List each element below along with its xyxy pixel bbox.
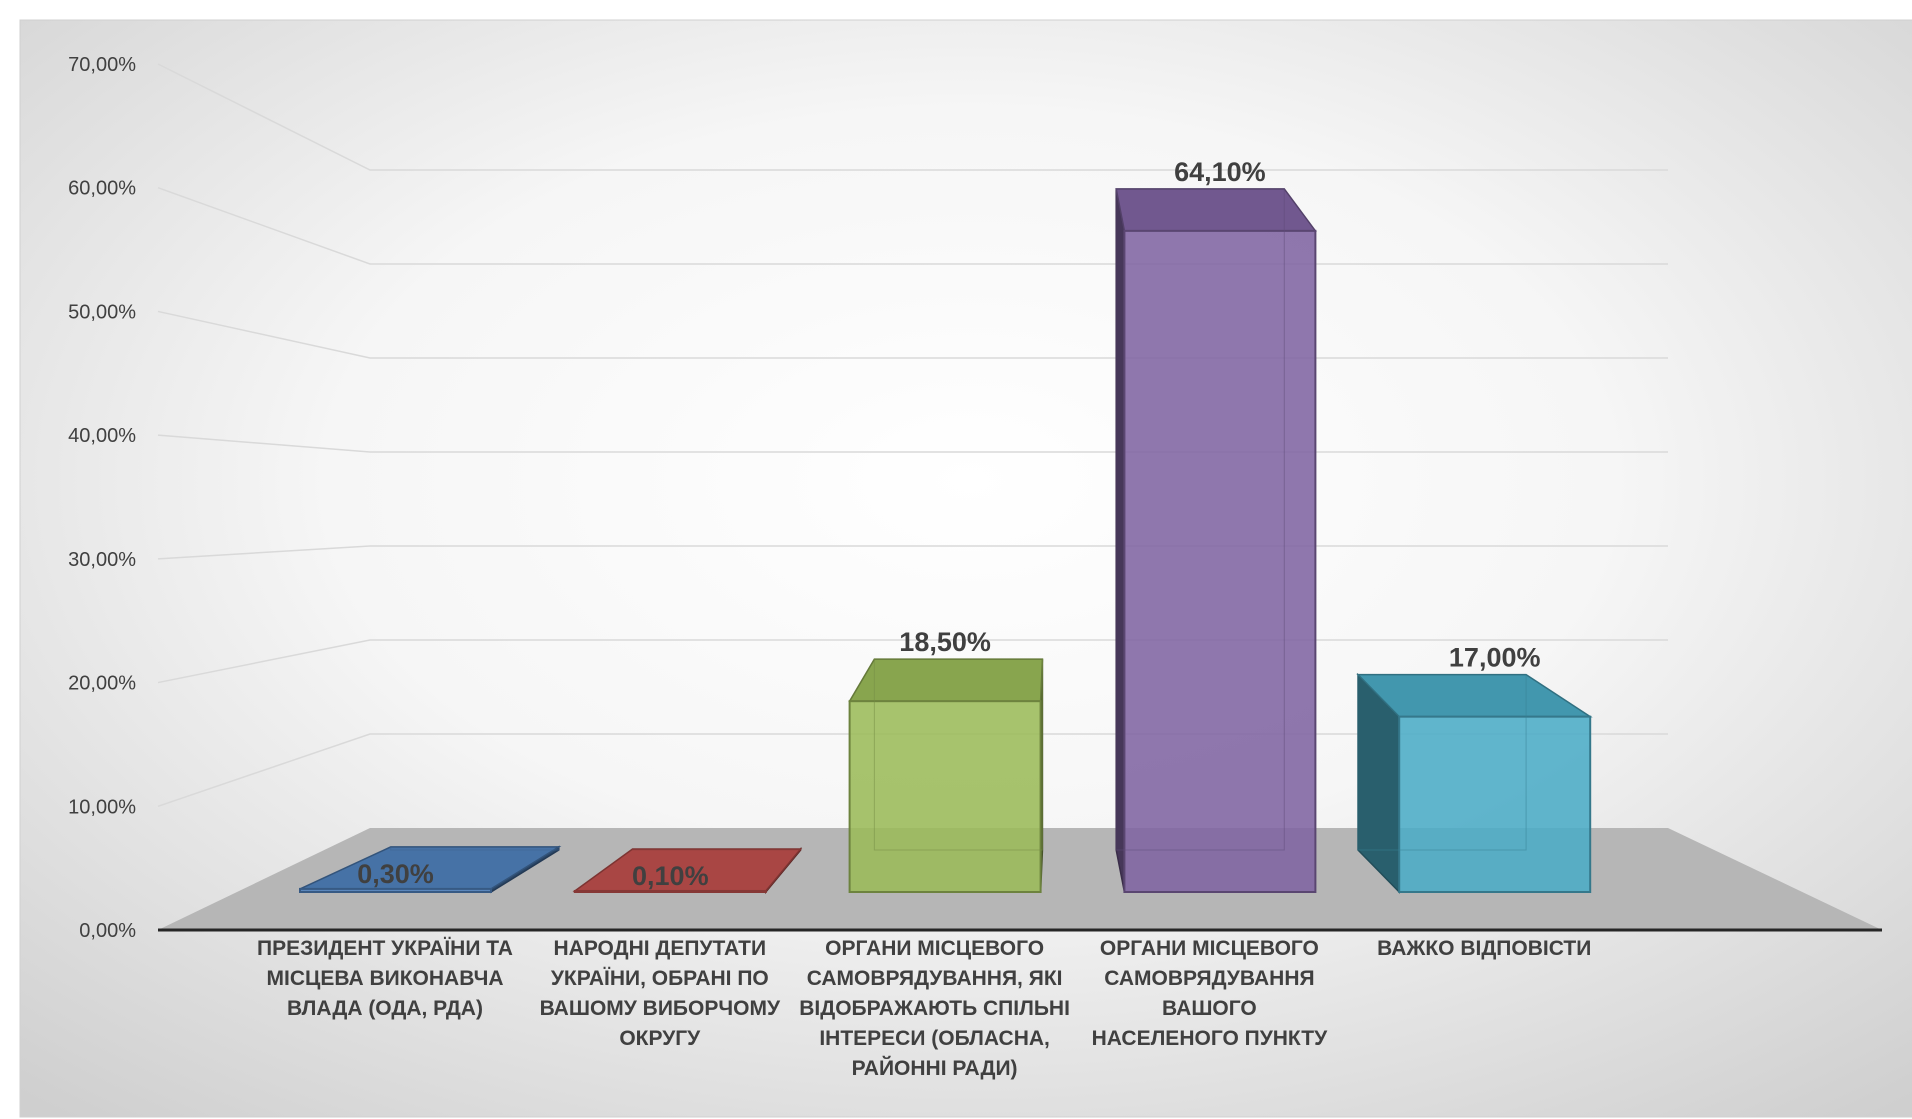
data-label: 18,50% — [899, 627, 991, 657]
bar — [1356, 672, 1593, 894]
chart-frame: 0,00% 10,00% 20,00% 30,00% 40,00% 50,00% 60,00… — [10, 10, 1912, 1118]
data-label: 64,10% — [1174, 157, 1266, 187]
bar-front — [573, 889, 767, 893]
bar-chart: 0,00% 10,00% 20,00% 30,00% 40,00% 50,00% 60,00… — [19, 19, 1912, 1118]
bar-top — [848, 658, 1044, 702]
bar — [1115, 188, 1317, 893]
x-category-label: ОРГАНИ МІСЦЕВОГО САМОВРЯДУВАННЯ ВАШОГО Н… — [1091, 937, 1328, 1050]
y-tick-label: 30,00% — [68, 549, 136, 571]
bar-front — [1398, 715, 1592, 894]
x-category-label: ВАЖКО ВІДПОВІСТИ — [1377, 937, 1592, 960]
data-labels: 0,30% 0,10% 18,50% 64,10% 17,00% — [357, 157, 1540, 891]
bar-inner-edge — [873, 659, 1043, 851]
x-category-label: ПРЕЗИДЕНТ УКРАЇНИ ТА МІСЦЕВА ВИКОНАВЧА В… — [257, 937, 513, 1020]
data-label: 0,10% — [632, 861, 709, 891]
y-tick-label: 50,00% — [68, 301, 136, 323]
bar — [848, 658, 1044, 894]
y-tick-label: 0,00% — [79, 920, 136, 942]
bar-side — [1115, 188, 1126, 893]
x-category-label: НАРОДНІ ДЕПУТАТИ УКРАЇНИ, ОБРАНІ ПО ВАШО… — [539, 937, 781, 1050]
bar-inner-edge — [632, 848, 802, 851]
bar-front — [299, 887, 492, 893]
data-label: 0,30% — [357, 859, 434, 889]
bar-inner-edge — [1357, 674, 1527, 851]
y-tick-label: 10,00% — [68, 796, 136, 818]
y-tick-label: 60,00% — [68, 178, 136, 200]
chart-background — [19, 19, 1912, 1118]
bar — [572, 846, 803, 895]
gridline — [157, 63, 1668, 171]
bars — [299, 188, 1593, 895]
bar-inner-edge — [390, 846, 560, 851]
y-tick-label: 70,00% — [68, 54, 136, 76]
bar-front — [848, 700, 1042, 894]
y-axis-tick-labels: 0,00% 10,00% 20,00% 30,00% 40,00% 50,00% 60,00… — [68, 54, 136, 942]
bar-top — [1115, 188, 1317, 232]
y-tick-label: 20,00% — [68, 673, 136, 695]
x-category-label: ОРГАНИ МІСЦЕВОГО САМОВРЯДУВАННЯ, ЯКІ ВІД… — [799, 937, 1070, 1080]
bar — [299, 845, 562, 894]
bar-inner-edge — [1115, 188, 1285, 851]
bar-front — [1123, 229, 1317, 893]
data-label: 17,00% — [1449, 643, 1541, 673]
y-tick-label: 40,00% — [68, 425, 136, 447]
